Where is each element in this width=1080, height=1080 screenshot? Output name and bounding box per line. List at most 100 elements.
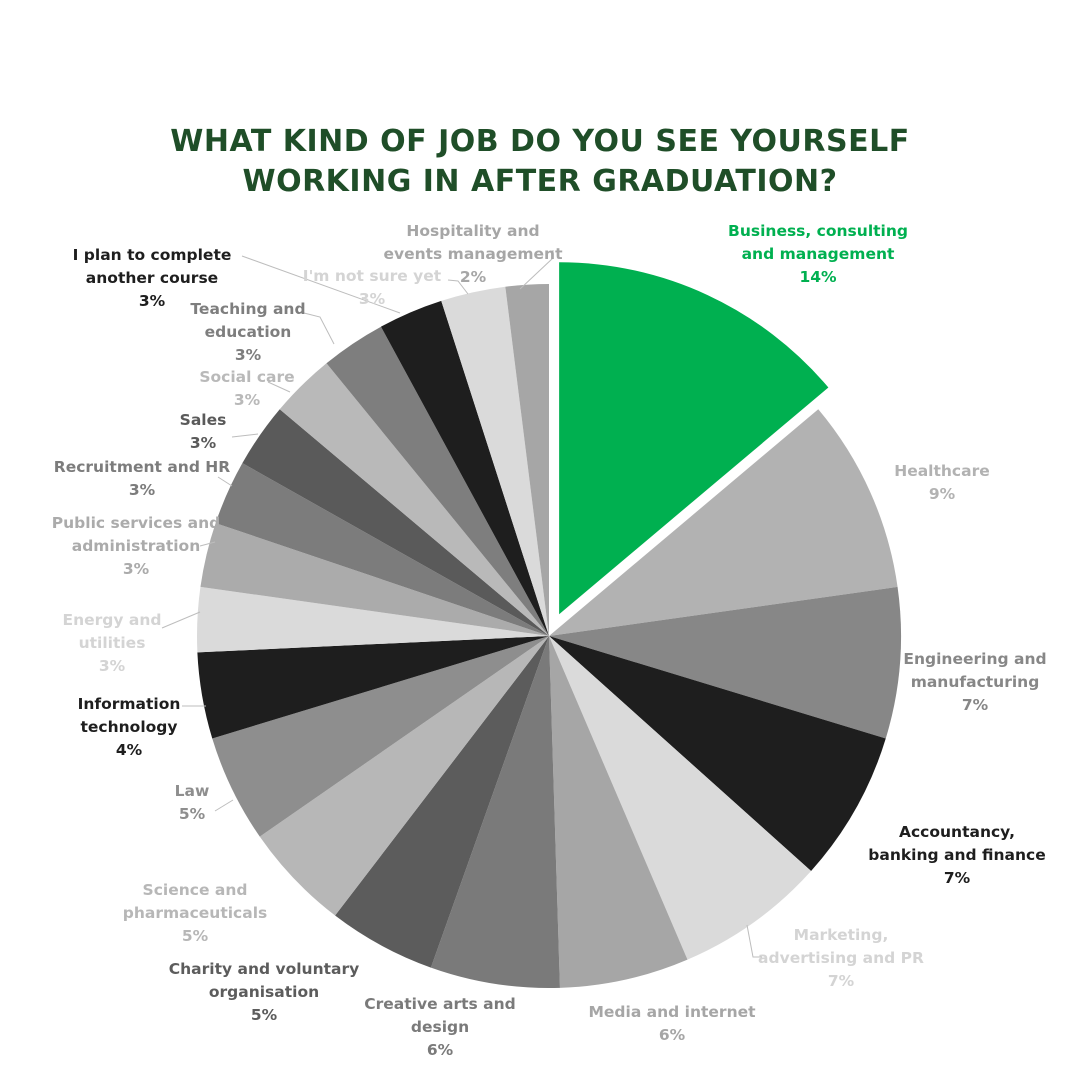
slice-value-label: 3% [234,391,261,409]
slice-label-10: Law 5% [175,782,210,823]
slice-category-label: Public services and [52,514,220,532]
slice-category-label: Marketing, [794,926,889,944]
slice-value-label: 2% [460,268,487,286]
pie-slice-13 [200,523,549,636]
leader-line-18 [241,255,401,314]
leader-line-5 [746,924,762,958]
chart-title-line-2: WORKING IN AFTER GRADUATION? [242,164,838,199]
slice-category-label: Recruitment and HR [54,458,230,476]
slice-value-label: 3% [359,290,386,308]
slice-category-label: Teaching and [190,300,305,318]
slice-label-19: I'm not sure yet 3% [303,267,442,308]
pie-slice-7 [430,636,560,988]
slice-value-label: 6% [427,1041,454,1059]
slice-category-label: utilities [79,634,146,652]
slice-category-label: design [411,1018,469,1036]
pie-slice-12 [197,586,549,653]
leader-line-14 [217,476,233,487]
slice-value-label: 3% [129,481,156,499]
slice-value-label: 3% [139,292,166,310]
pie-slice-19 [441,286,549,636]
slice-category-label: events management [383,245,563,263]
pie-slice-8 [335,636,549,968]
slice-label-7: Creative arts and design 6% [364,995,515,1059]
slice-value-label: 5% [251,1006,278,1024]
slice-value-label: 3% [235,346,262,364]
slice-value-label: 7% [828,972,855,990]
slice-category-label: Media and internet [588,1003,756,1021]
slice-category-label: Energy and [63,611,162,629]
slice-category-label: Information [78,695,181,713]
slice-labels: Business, consulting and management 14% Hea… [52,222,1047,1059]
chart-title: WHAT KIND OF JOB DO YOU SEE YOURSELF WOR… [0,122,1080,202]
pie-slice-18 [380,300,549,636]
leader-line-10 [214,799,234,812]
slice-category-label: Sales [180,411,227,429]
pie-slice-5 [549,636,812,960]
slice-label-12: Energy and utilities 3% [63,611,162,675]
slice-value-label: 3% [190,434,217,452]
slice-label-17: Teaching and education 3% [190,300,305,364]
pie-slice-4 [549,636,886,871]
slice-label-1: Business, consulting and management 14% [728,222,908,286]
slice-label-13: Public services and administration 3% [52,514,220,578]
slice-category-label: manufacturing [911,673,1040,691]
slice-value-label: 7% [944,869,971,887]
slice-value-label: 14% [799,268,837,286]
slice-label-18: I plan to complete another course 3% [73,246,232,310]
slice-label-16: Social care 3% [199,368,294,409]
slice-label-14: Recruitment and HR 3% [54,458,230,499]
pie-slice-1 [559,262,829,615]
slice-label-20: Hospitality and events management 2% [383,222,563,286]
leader-line-20 [519,250,554,290]
slice-category-label: Healthcare [894,462,990,480]
pie-slice-20 [505,284,549,636]
slice-category-label: administration [72,537,201,555]
slice-category-label: I plan to complete [73,246,232,264]
slice-category-label: and management [742,245,895,263]
slice-value-label: 3% [123,560,150,578]
slice-category-label: Social care [199,368,294,386]
pie-slice-2 [549,409,898,636]
slice-value-label: 6% [659,1026,686,1044]
slice-label-4: Accountancy, banking and finance 7% [868,823,1045,887]
slice-category-label: organisation [209,983,319,1001]
slice-value-label: 4% [116,741,143,759]
slice-category-label: Science and [143,881,248,899]
slice-label-2: Healthcare 9% [894,462,990,503]
chart-title-line-1: WHAT KIND OF JOB DO YOU SEE YOURSELF [170,124,910,159]
leader-lines [161,250,762,958]
pie-slice-15 [242,409,550,636]
leader-line-12 [161,611,201,629]
slice-value-label: 7% [962,696,989,714]
leader-line-13 [199,541,216,547]
slice-category-label: education [205,323,292,341]
slice-label-8: Charity and voluntary organisation 5% [169,960,359,1024]
pie-slice-16 [279,363,549,636]
pie-slice-6 [549,636,688,988]
pie-slice-14 [215,463,549,636]
pie-slices [197,262,901,988]
pie-slice-9 [259,636,549,916]
leader-line-15 [231,433,259,438]
slice-label-9: Science and pharmaceuticals 5% [123,881,268,945]
pie-slice-17 [326,326,549,636]
slice-category-label: Law [175,782,210,800]
slice-label-6: Media and internet 6% [588,1003,756,1044]
pie-slice-10 [212,636,550,837]
pie-slice-11 [197,636,550,739]
slice-category-label: advertising and PR [758,949,924,967]
slice-label-15: Sales 3% [180,411,227,452]
pie-slice-3 [549,586,901,739]
leader-line-17 [299,311,335,345]
slice-category-label: Charity and voluntary [169,960,359,978]
slice-value-label: 9% [929,485,956,503]
slice-category-label: Engineering and [903,650,1046,668]
slice-value-label: 3% [99,657,126,675]
slice-value-label: 5% [182,927,209,945]
slice-category-label: banking and finance [868,846,1045,864]
slice-label-11: Information technology 4% [78,695,181,759]
slice-label-5: Marketing, advertising and PR 7% [758,926,924,990]
slice-label-3: Engineering and manufacturing 7% [903,650,1046,714]
